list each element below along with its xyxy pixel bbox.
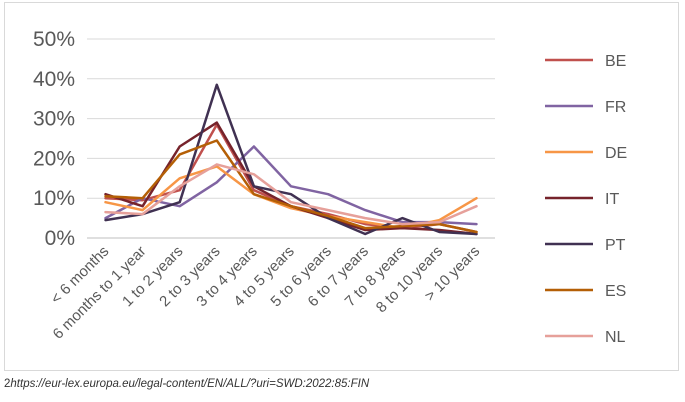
footnote-url[interactable]: https://eur-lex.europa.eu/legal-content/…: [10, 378, 370, 390]
legend: BE FR DE IT PT ES NL: [545, 53, 627, 346]
y-tick-label: 20%: [33, 147, 75, 170]
footnote: 2https://eur-lex.europa.eu/legal-content…: [4, 378, 369, 390]
footnote-number: 2: [4, 378, 11, 390]
series-line-nl: [104, 163, 478, 226]
y-tick-label: 0%: [45, 227, 75, 250]
y-tick-label: 30%: [33, 108, 75, 131]
y-tick-label: 10%: [33, 187, 75, 210]
legend-label-it: IT: [605, 191, 619, 208]
series-lines: [104, 83, 478, 236]
series-line-pt: [104, 83, 478, 236]
y-tick-label: 50%: [33, 28, 75, 51]
legend-label-be: BE: [605, 53, 626, 70]
legend-label-es: ES: [605, 283, 626, 300]
legend-label-fr: FR: [605, 99, 626, 116]
chart-container: 0% 10% 20% 30% 40% 50% < 6 months 6 months to …: [4, 2, 679, 371]
legend-label-nl: NL: [605, 329, 626, 346]
legend-label-de: DE: [605, 145, 627, 162]
series-line-es: [104, 139, 478, 234]
series-line-it: [104, 121, 478, 236]
y-tick-label: 40%: [33, 68, 75, 91]
y-axis-tick-labels: 0% 10% 20% 30% 40% 50%: [33, 28, 75, 250]
legend-label-pt: PT: [605, 237, 626, 254]
